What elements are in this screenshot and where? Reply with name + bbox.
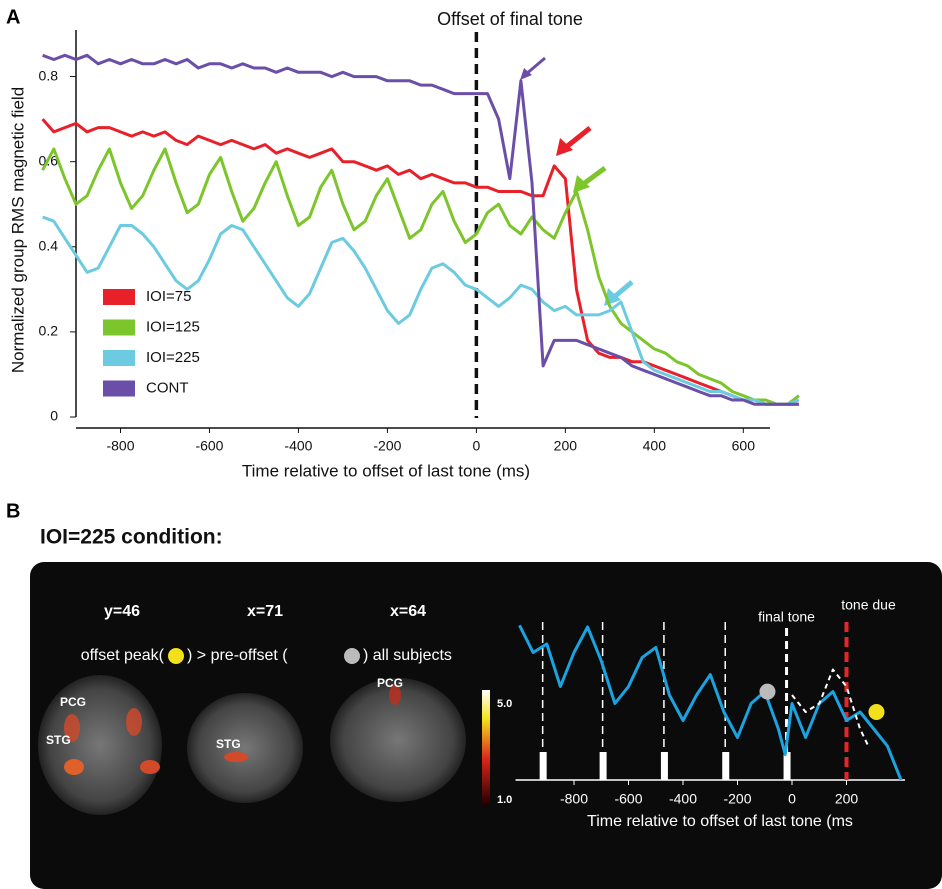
colorbar bbox=[482, 690, 490, 805]
region-label: STG bbox=[216, 737, 241, 751]
slice-label: y=46 bbox=[104, 603, 140, 620]
peak-dot bbox=[868, 704, 885, 720]
colorbar-label: 5.0 bbox=[497, 698, 512, 710]
due-label: tone due bbox=[841, 597, 896, 613]
colorbar-label: 1.0 bbox=[497, 794, 512, 806]
y-tick-label: 0 bbox=[50, 408, 58, 424]
x-tick-label: -600 bbox=[195, 438, 223, 454]
legend-label: CONT bbox=[146, 379, 189, 396]
peak-arrows bbox=[520, 56, 634, 306]
x-tick-label: -200 bbox=[723, 791, 751, 807]
panel-label: A bbox=[6, 6, 20, 28]
legend-label: IOI=75 bbox=[146, 288, 191, 305]
x-tick-label: -200 bbox=[373, 438, 401, 454]
legend-swatch bbox=[103, 350, 135, 366]
legend-swatch bbox=[103, 380, 135, 397]
y-tick-label: 0.4 bbox=[39, 237, 59, 253]
brain-images bbox=[38, 675, 466, 815]
x-tick-label: -600 bbox=[614, 791, 642, 807]
series-line bbox=[791, 668, 870, 747]
tone-bar bbox=[722, 752, 730, 780]
legend-swatch bbox=[103, 319, 135, 336]
y-axis-label: Normalized group RMS magnetic field bbox=[8, 87, 27, 373]
series-line bbox=[42, 53, 799, 406]
legend-swatch bbox=[103, 289, 135, 305]
slice-label: x=64 bbox=[390, 603, 426, 620]
annotation: Offset of final tone bbox=[437, 9, 583, 29]
region-label: PCG bbox=[60, 695, 86, 709]
slice-label: x=71 bbox=[247, 603, 283, 620]
series-line bbox=[518, 624, 903, 781]
legend-dot bbox=[168, 648, 184, 664]
legend-label: IOI=125 bbox=[146, 318, 200, 335]
tone-label: final tone bbox=[758, 609, 815, 625]
legend-dot bbox=[344, 648, 360, 664]
series-line bbox=[41, 118, 799, 406]
x-tick-label: 400 bbox=[643, 438, 667, 454]
panel-title: IOI=225 condition: bbox=[40, 526, 223, 549]
caption: ) > pre-offset ( bbox=[187, 647, 288, 664]
x-tick-label: -800 bbox=[560, 791, 588, 807]
region-label: PCG bbox=[377, 676, 403, 690]
series-line bbox=[41, 147, 800, 406]
caption: ) all subjects bbox=[363, 647, 452, 664]
x-tick-label: -400 bbox=[284, 438, 312, 454]
region-label: STG bbox=[46, 733, 71, 747]
caption: offset peak( bbox=[81, 647, 165, 664]
x-axis-label: Time relative to offset of last tone (ms… bbox=[242, 461, 530, 480]
tone-bar bbox=[783, 752, 791, 780]
peak-dot bbox=[759, 683, 776, 700]
panel-label: B bbox=[6, 500, 20, 522]
x-tick-label: 200 bbox=[835, 791, 859, 807]
legend-label: IOI=225 bbox=[146, 349, 200, 366]
tone-bar bbox=[599, 752, 607, 780]
x-tick-label: -800 bbox=[106, 438, 134, 454]
y-tick-label: 0.2 bbox=[39, 323, 59, 339]
series-line bbox=[42, 215, 800, 406]
tone-bar bbox=[539, 752, 547, 780]
tone-bar bbox=[660, 752, 668, 780]
x-tick-label: 0 bbox=[788, 791, 796, 807]
y-tick-label: 0.8 bbox=[39, 67, 59, 83]
x-axis-label: Time relative to offset of last tone (ms bbox=[587, 813, 853, 830]
x-tick-label: 200 bbox=[554, 438, 578, 454]
x-tick-label: 0 bbox=[472, 438, 480, 454]
x-tick-label: 600 bbox=[732, 438, 756, 454]
x-tick-label: -400 bbox=[669, 791, 697, 807]
